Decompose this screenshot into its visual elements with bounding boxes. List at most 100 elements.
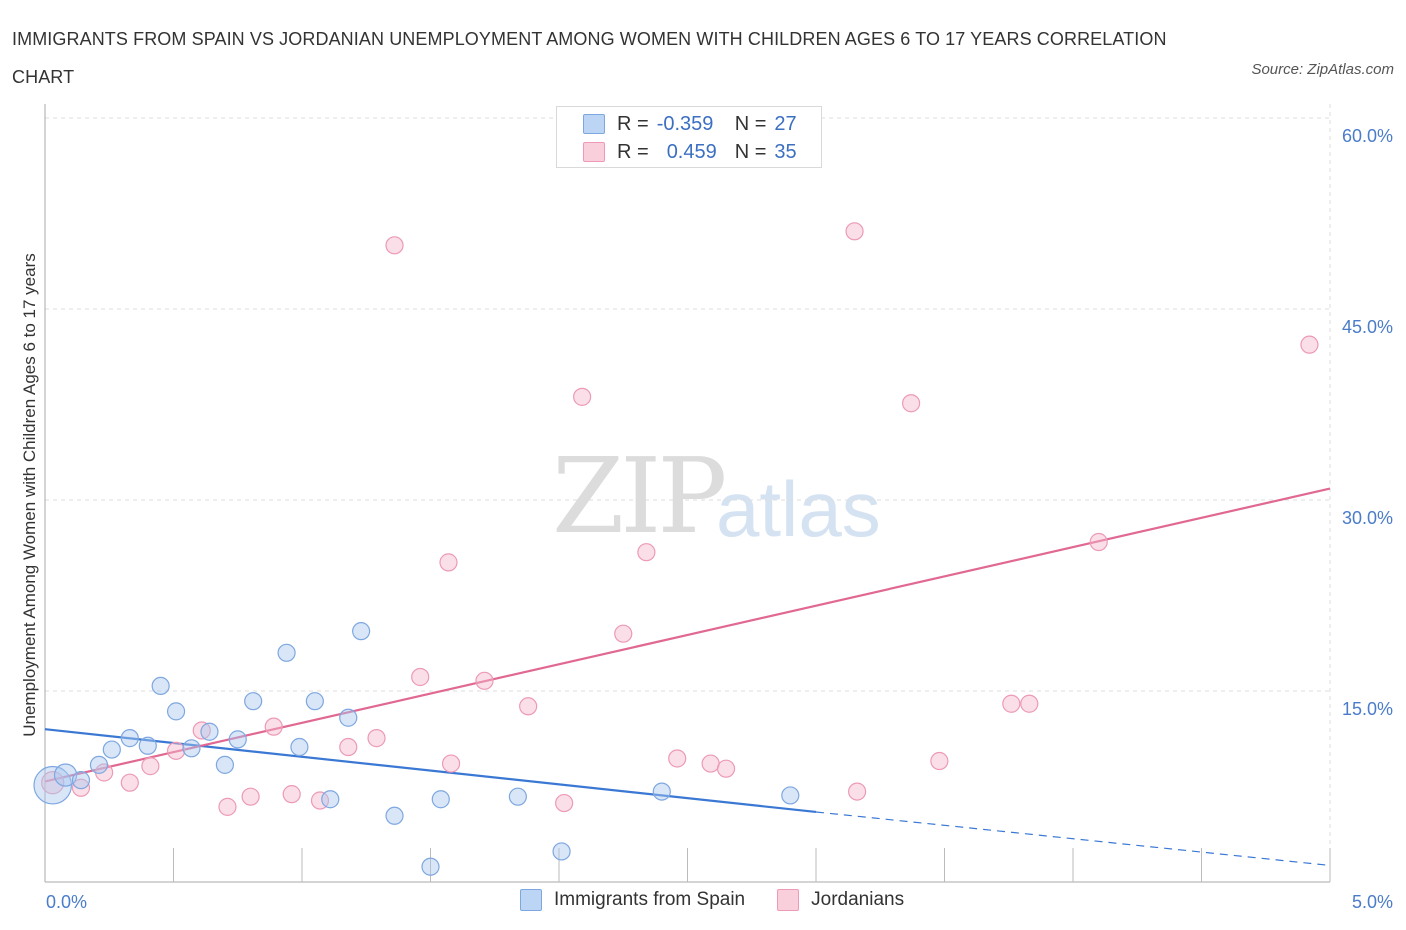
trend-lines xyxy=(44,487,1331,867)
source-label: Source: ZipAtlas.com xyxy=(1251,61,1394,78)
trend-line-spain-extension xyxy=(815,811,1331,867)
point-jordanians xyxy=(264,717,283,736)
point-jordanians xyxy=(339,737,358,757)
legend-n-label: N = xyxy=(734,140,767,163)
point-spain xyxy=(89,755,109,774)
legend-item-spain: Immigrants from Spain xyxy=(520,889,745,911)
point-spain xyxy=(244,692,263,711)
point-jordanians xyxy=(385,236,404,255)
point-jordanians xyxy=(120,773,139,792)
point-spain xyxy=(508,787,527,806)
legend-n-label: N = xyxy=(734,112,767,135)
point-jordanians xyxy=(845,222,864,241)
series-legend: Immigrants from Spain Jordanians xyxy=(520,889,936,911)
point-spain xyxy=(33,765,73,805)
point-jordanians xyxy=(519,697,538,716)
point-spain xyxy=(215,755,234,774)
point-spain xyxy=(166,702,186,721)
y-tick-label: 60.0% xyxy=(1342,126,1393,146)
point-jordanians xyxy=(1020,694,1039,713)
y-tick-labels: 15.0% 30.0% 45.0% 60.0% xyxy=(1342,126,1393,719)
legend-n-value: 27 xyxy=(774,112,797,135)
chart-title: IMMIGRANTS FROM SPAIN VS JORDANIAN UNEMP… xyxy=(12,29,1167,87)
point-jordanians xyxy=(901,394,921,413)
x-tick-label: 5.0% xyxy=(1352,892,1393,912)
point-spain xyxy=(652,782,671,801)
point-spain xyxy=(200,722,219,741)
point-jordanians xyxy=(71,778,91,797)
point-jordanians xyxy=(241,787,260,806)
watermark-zip: ZIP xyxy=(552,435,727,557)
point-spain xyxy=(71,771,91,790)
point-jordanians xyxy=(930,751,949,771)
axes xyxy=(44,104,1331,883)
point-jordanians xyxy=(668,749,687,768)
point-spain xyxy=(102,740,121,759)
y-tick-label: 30.0% xyxy=(1342,508,1393,528)
legend-swatch-jordanians xyxy=(777,889,800,911)
point-jordanians xyxy=(555,793,574,813)
point-jordanians xyxy=(441,754,461,773)
point-jordanians xyxy=(475,671,494,690)
point-spain xyxy=(321,790,340,809)
x-tick-label: 0.0% xyxy=(46,892,87,912)
point-spain xyxy=(305,692,324,711)
legend-label-jordanians: Jordanians xyxy=(811,889,905,910)
legend-r-label: R = xyxy=(617,140,649,163)
point-jordanians xyxy=(614,624,633,643)
point-spain xyxy=(277,643,296,662)
legend-n-value: 35 xyxy=(774,140,797,163)
point-jordanians xyxy=(573,387,592,406)
grid-lines xyxy=(45,104,1331,882)
point-jordanians xyxy=(1300,335,1319,354)
point-spain xyxy=(385,806,404,825)
point-spain xyxy=(182,739,201,758)
point-spain xyxy=(120,729,139,748)
legend-r-value: 0.459 xyxy=(666,140,717,163)
point-jordanians xyxy=(411,667,430,687)
x-tick-labels: 0.0% 5.0% xyxy=(46,892,1393,912)
y-tick-label: 15.0% xyxy=(1342,699,1393,719)
point-jordanians xyxy=(701,754,720,773)
legend-swatch-spain xyxy=(520,889,542,911)
data-points xyxy=(33,222,1319,876)
point-spain xyxy=(552,842,571,861)
point-jordanians xyxy=(439,553,458,572)
point-jordanians xyxy=(166,741,186,760)
point-spain xyxy=(781,786,800,805)
legend-swatch-spain xyxy=(583,114,605,134)
legend-r-value: -0.359 xyxy=(656,112,714,135)
legend-swatch-jordanians xyxy=(583,142,605,162)
legend-label-spain: Immigrants from Spain xyxy=(554,889,746,910)
point-spain xyxy=(138,736,157,755)
point-jordanians xyxy=(41,771,65,795)
point-jordanians xyxy=(1089,532,1108,552)
legend-row-jordanians: R = 0.459 N = 35 xyxy=(583,139,797,165)
point-spain xyxy=(431,790,450,809)
trend-line-jordanians xyxy=(44,487,1331,783)
point-jordanians xyxy=(716,759,736,778)
point-jordanians xyxy=(141,757,160,776)
legend-item-jordanians: Jordanians xyxy=(777,889,904,911)
point-jordanians xyxy=(637,543,656,562)
legend-row-spain: R = -0.359 N = 27 xyxy=(583,111,797,137)
point-spain xyxy=(290,737,309,757)
watermark-atlas: atlas xyxy=(716,465,881,553)
point-jordanians xyxy=(282,785,301,804)
point-jordanians xyxy=(192,721,211,740)
legend-r-label: R = xyxy=(617,112,649,135)
point-jordanians xyxy=(848,782,867,801)
point-spain xyxy=(421,857,440,876)
point-spain xyxy=(339,708,358,727)
correlation-legend: R = -0.359 N = 27 R = 0.459 N = 35 xyxy=(556,106,822,168)
point-spain xyxy=(228,730,247,749)
point-jordanians xyxy=(218,797,237,816)
y-tick-label: 45.0% xyxy=(1342,317,1393,337)
trend-line-spain xyxy=(44,728,817,814)
point-spain xyxy=(352,622,371,641)
point-jordanians xyxy=(1002,694,1021,713)
point-spain xyxy=(53,763,78,787)
point-jordanians xyxy=(367,729,386,748)
point-spain xyxy=(151,676,170,696)
